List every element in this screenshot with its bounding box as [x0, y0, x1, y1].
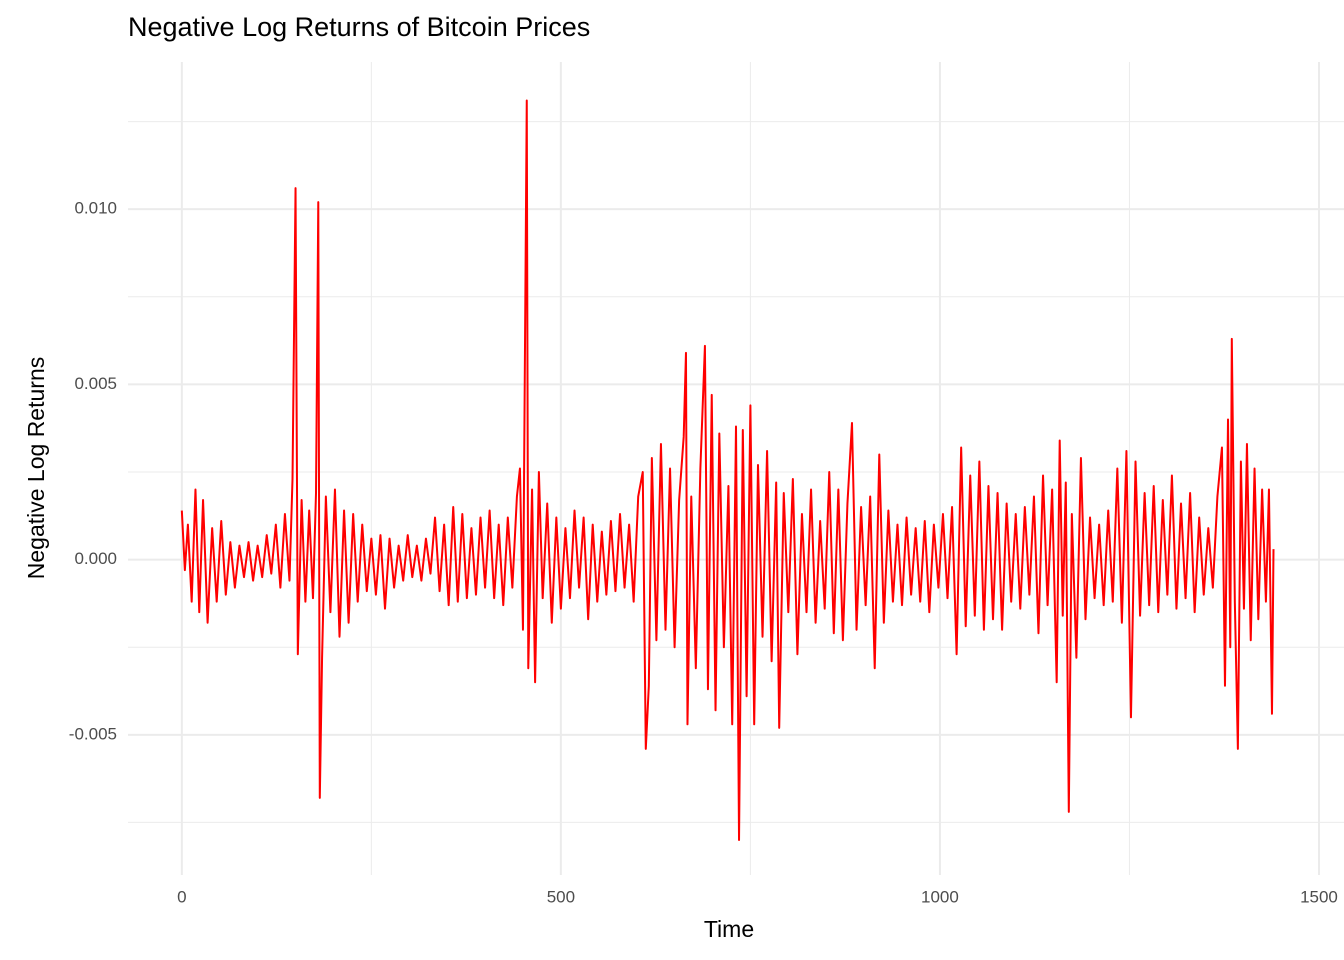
x-axis-label: Time	[704, 916, 754, 942]
x-tick-label: 1500	[1300, 887, 1338, 906]
x-tick-label: 0	[177, 887, 186, 906]
y-tick-label: 0.005	[74, 374, 117, 393]
y-tick-label: 0.010	[74, 199, 117, 218]
chart-title: Negative Log Returns of Bitcoin Prices	[128, 12, 590, 42]
y-axis-label: Negative Log Returns	[23, 357, 49, 579]
y-tick-label: -0.005	[69, 724, 117, 743]
line	[180, 99, 1275, 841]
x-tick-label: 500	[547, 887, 575, 906]
x-tick-label: 1000	[921, 887, 959, 906]
y-tick-label: 0.000	[74, 549, 117, 568]
